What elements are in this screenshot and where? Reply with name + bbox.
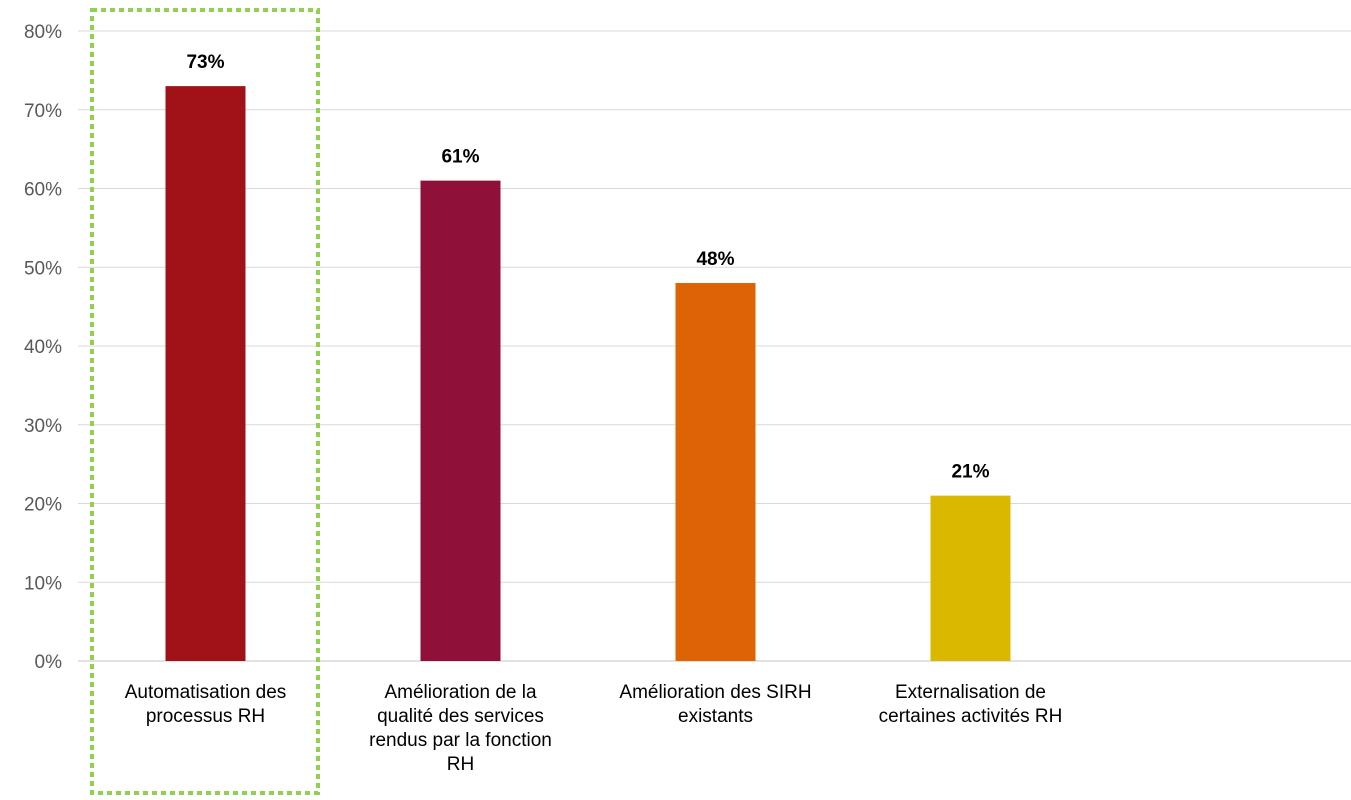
x-tick-label-0-line-0: Automatisation des bbox=[125, 682, 287, 703]
y-tick-label-20: 20% bbox=[24, 495, 62, 516]
bar-3 bbox=[930, 495, 1011, 661]
x-tick-label-0: Automatisation des processus RH bbox=[125, 682, 287, 727]
x-tick-label-1-line-3: RH bbox=[447, 754, 474, 775]
x-tick-label-2: Amélioration des SIRH existants bbox=[619, 682, 811, 727]
data-label-0: 73% bbox=[186, 52, 224, 73]
x-tick-label-3: Externalisation de certaines activités RH bbox=[879, 682, 1063, 727]
x-tick-label-2-line-0: Amélioration des SIRH bbox=[619, 682, 811, 703]
x-tick-label-1: Amélioration de la qualité des services re… bbox=[369, 682, 552, 775]
x-tick-label-1-line-0: Amélioration de la bbox=[384, 682, 537, 703]
x-tick-label-1-line-1: qualité des services bbox=[377, 706, 544, 727]
data-label-3: 21% bbox=[951, 462, 989, 483]
y-tick-label-70: 70% bbox=[24, 101, 62, 122]
data-label-1: 61% bbox=[441, 147, 479, 168]
x-tick-label-3-line-0: Externalisation de bbox=[895, 682, 1046, 703]
y-tick-label-10: 10% bbox=[24, 573, 62, 594]
x-tick-label-0-line-1: processus RH bbox=[146, 706, 265, 727]
y-tick-label-30: 30% bbox=[24, 416, 62, 437]
x-tick-label-3-line-1: certaines activités RH bbox=[879, 706, 1063, 727]
y-tick-label-0: 0% bbox=[35, 652, 63, 673]
highlight-box bbox=[90, 8, 320, 795]
y-tick-label-80: 80% bbox=[24, 22, 62, 43]
bar-2 bbox=[675, 283, 756, 661]
y-tick-label-40: 40% bbox=[24, 337, 62, 358]
y-tick-label-50: 50% bbox=[24, 258, 62, 279]
bar-1 bbox=[420, 180, 501, 661]
data-label-2: 48% bbox=[696, 249, 734, 270]
x-tick-label-2-line-1: existants bbox=[678, 706, 753, 727]
y-tick-label-60: 60% bbox=[24, 180, 62, 201]
x-tick-label-1-line-2: rendus par la fonction bbox=[369, 730, 552, 751]
bar-0 bbox=[165, 86, 246, 661]
